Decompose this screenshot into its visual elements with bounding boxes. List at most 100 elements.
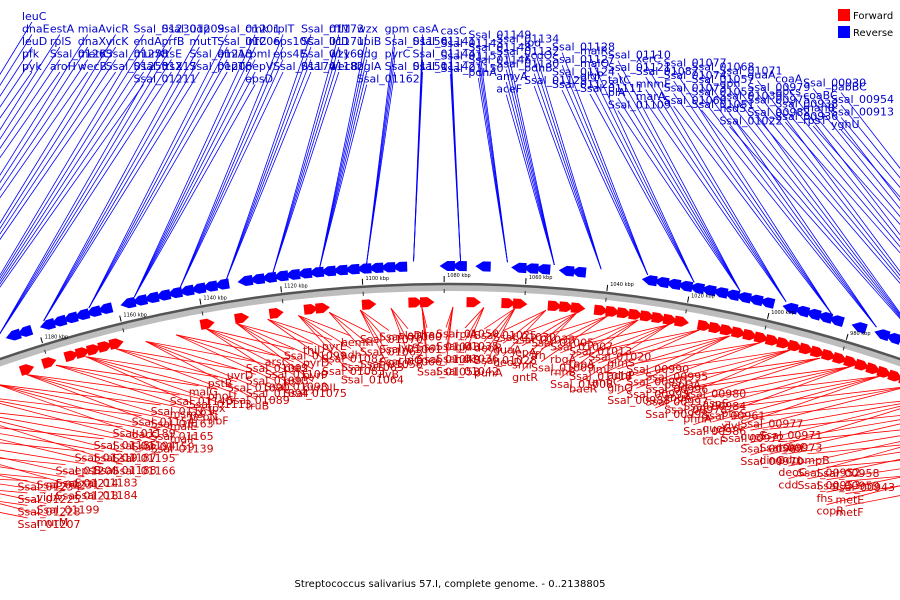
forward-gene-arrow — [764, 334, 780, 346]
forward-leader-line — [579, 324, 669, 359]
reverse-gene-label: Ssal_01182 — [301, 60, 364, 73]
reverse-gene-label: Ssal_00938 — [775, 98, 838, 111]
forward-gene-label: malF — [170, 432, 197, 445]
forward-leader-line — [236, 323, 314, 383]
forward-gene-label: glmS — [607, 357, 635, 370]
kbp-inner-tick — [842, 346, 845, 351]
reverse-gene-label: Ssal_01073 — [664, 82, 727, 95]
forward-gene-arrow — [662, 313, 678, 325]
reverse-gene-arrow — [805, 308, 822, 321]
forward-leader-line — [598, 329, 700, 364]
forward-leader-line — [359, 309, 390, 356]
forward-leader-line — [521, 312, 577, 334]
reverse-gene-label: rplS — [50, 35, 72, 48]
reverse-leader-line — [226, 34, 312, 279]
reverse-leader-line — [272, 46, 340, 273]
forward-leader-line — [579, 324, 669, 346]
forward-leader-line — [750, 408, 900, 456]
forward-gene-label: thiJ — [303, 344, 321, 357]
forward-gene-label: pyrE — [322, 340, 347, 353]
forward-leader-line — [540, 315, 608, 350]
forward-leader-line — [483, 308, 516, 367]
forward-gene-arrow — [74, 347, 90, 359]
forward-leader-line — [502, 310, 547, 344]
forward-gene-label: Ssal_01050 — [436, 328, 499, 341]
forward-gene-label: Ssal_01218 — [56, 490, 119, 503]
forward-gene-label: copR — [816, 505, 844, 518]
reverse-leader-line — [0, 34, 144, 276]
forward-gene-label: Ssal_01083 — [322, 365, 385, 378]
reverse-leader-line — [589, 93, 695, 283]
forward-gene-label: pyrD — [303, 357, 330, 370]
reverse-leader-line — [88, 59, 228, 309]
forward-leader-line — [115, 348, 237, 383]
forward-leader-line — [298, 315, 352, 374]
reverse-leader-line — [589, 81, 695, 283]
reverse-gene-label: Ssal_01141 — [413, 35, 476, 48]
forward-leader-line — [750, 403, 900, 431]
forward-leader-line — [617, 335, 730, 370]
forward-gene-label: Ssal_00998 — [645, 408, 708, 421]
reverse-gene-label: Ssal_01156 — [385, 35, 448, 48]
forward-gene-arrow — [639, 310, 655, 322]
forward-leader-line — [85, 356, 218, 415]
forward-gene-arrow — [865, 362, 881, 375]
forward-gene-label: Ssal_01060 — [379, 330, 442, 343]
reverse-gene-label: plA — [608, 86, 626, 99]
reverse-leader-line — [784, 121, 900, 254]
forward-gene-label: gntR — [512, 371, 538, 384]
forward-gene-arrow — [696, 319, 712, 331]
reverse-leader-line — [505, 69, 555, 265]
reverse-gene-label: leuD — [22, 35, 47, 48]
forward-gene-arrow — [466, 297, 481, 308]
reverse-leader-line — [134, 46, 256, 297]
forward-leader-line — [559, 319, 639, 379]
forward-gene-label: pstC — [284, 374, 309, 387]
reverse-leader-line — [645, 89, 787, 302]
forward-gene-label: msmX — [170, 407, 205, 420]
reverse-leader-line — [757, 92, 900, 277]
reverse-gene-label: Ssal_00913 — [831, 106, 894, 119]
reverse-gene-label: Ssal_01051 — [692, 98, 755, 111]
forward-gene-label: Ssal_01163 — [151, 417, 214, 430]
forward-gene-label: Ssal_01053 — [417, 365, 480, 378]
forward-leader-line — [502, 310, 547, 357]
forward-leader-line — [598, 329, 700, 376]
reverse-leader-line — [319, 59, 368, 268]
forward-leader-line — [540, 315, 608, 362]
reverse-leader-line — [319, 84, 368, 268]
reverse-gene-label: rpsT — [803, 114, 827, 127]
reverse-leader-line — [505, 44, 555, 265]
forward-leader-line — [693, 366, 850, 426]
forward-gene-label: metE — [835, 494, 864, 507]
reverse-gene-label: wzy — [329, 48, 351, 61]
reverse-gene-label: pabBC — [831, 81, 867, 94]
forward-gene-arrow — [570, 302, 586, 314]
reverse-gene-arrow — [794, 305, 811, 318]
reverse-gene-label: Ssal_00975 — [747, 94, 810, 107]
reverse-gene-label: pdhA — [468, 66, 497, 79]
reverse-leader-line — [701, 109, 877, 328]
forward-gene-label: deoD — [493, 356, 522, 369]
reverse-leader-line — [0, 59, 172, 335]
forward-gene-label: ptpS — [721, 407, 746, 420]
reverse-gene-label: udg — [357, 48, 378, 61]
reverse-gene-label: prfB — [161, 35, 184, 48]
forward-gene-label: rnhB — [550, 366, 576, 379]
reverse-gene-arrow — [272, 270, 289, 282]
reverse-gene-arrow — [261, 271, 277, 283]
forward-leader-line — [298, 315, 352, 362]
reverse-leader-line — [0, 71, 89, 199]
reverse-gene-arrow — [665, 278, 682, 290]
forward-leader-line — [298, 315, 352, 337]
forward-leader-line — [655, 349, 791, 396]
reverse-leader-line — [319, 71, 368, 268]
kbp-inner-tick — [122, 328, 125, 333]
forward-gene-label: lepA — [512, 346, 537, 359]
forward-gene-label: Ssal_01231 — [37, 478, 100, 491]
forward-gene-arrow — [268, 308, 284, 319]
forward-leader-line — [55, 364, 199, 387]
reverse-gene-arrow — [379, 262, 396, 273]
reverse-leader-line — [729, 113, 900, 318]
